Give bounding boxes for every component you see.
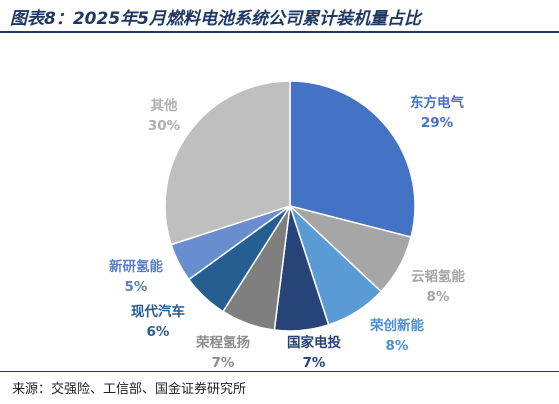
slice-label-7: 新研氢能 [109, 258, 163, 275]
slice-label-6: 现代汽车 [131, 303, 185, 320]
slice-value-label-4: 7% [303, 355, 326, 371]
pie-labels: 东方电气29%云韬氢能8%荣创新能8%国家电投7%荣程氢扬7%现代汽车6%新研氢… [109, 94, 465, 371]
slice-label-2: 云韬氢能 [411, 268, 465, 285]
slice-label-8: 其他 [151, 97, 178, 114]
pie-slice-1 [289, 80, 416, 239]
slice-value-label-8: 30% [148, 118, 181, 134]
slice-value-label-7: 5% [125, 279, 148, 295]
slice-value-label-3: 8% [386, 338, 409, 354]
source-divider [0, 371, 559, 372]
slice-value-label-1: 29% [421, 115, 454, 131]
pie-slice-8 [164, 80, 291, 246]
source-note: 来源：交强险、工信部、国金证券研究所 [12, 382, 247, 397]
slice-value-label-2: 8% [427, 289, 450, 305]
pie-slices [164, 80, 416, 332]
slice-value-label-5: 7% [212, 355, 235, 371]
chart-title: 图表8：2025年5月燃料电池系统公司累计装机量占比 [10, 9, 421, 29]
title-underline [0, 31, 559, 33]
slice-label-1: 东方电气 [410, 94, 464, 111]
slice-label-4: 国家电投 [287, 334, 341, 351]
slice-label-5: 荣程氢扬 [195, 334, 250, 351]
slice-value-label-6: 6% [147, 324, 170, 340]
slice-label-3: 荣创新能 [369, 317, 424, 334]
